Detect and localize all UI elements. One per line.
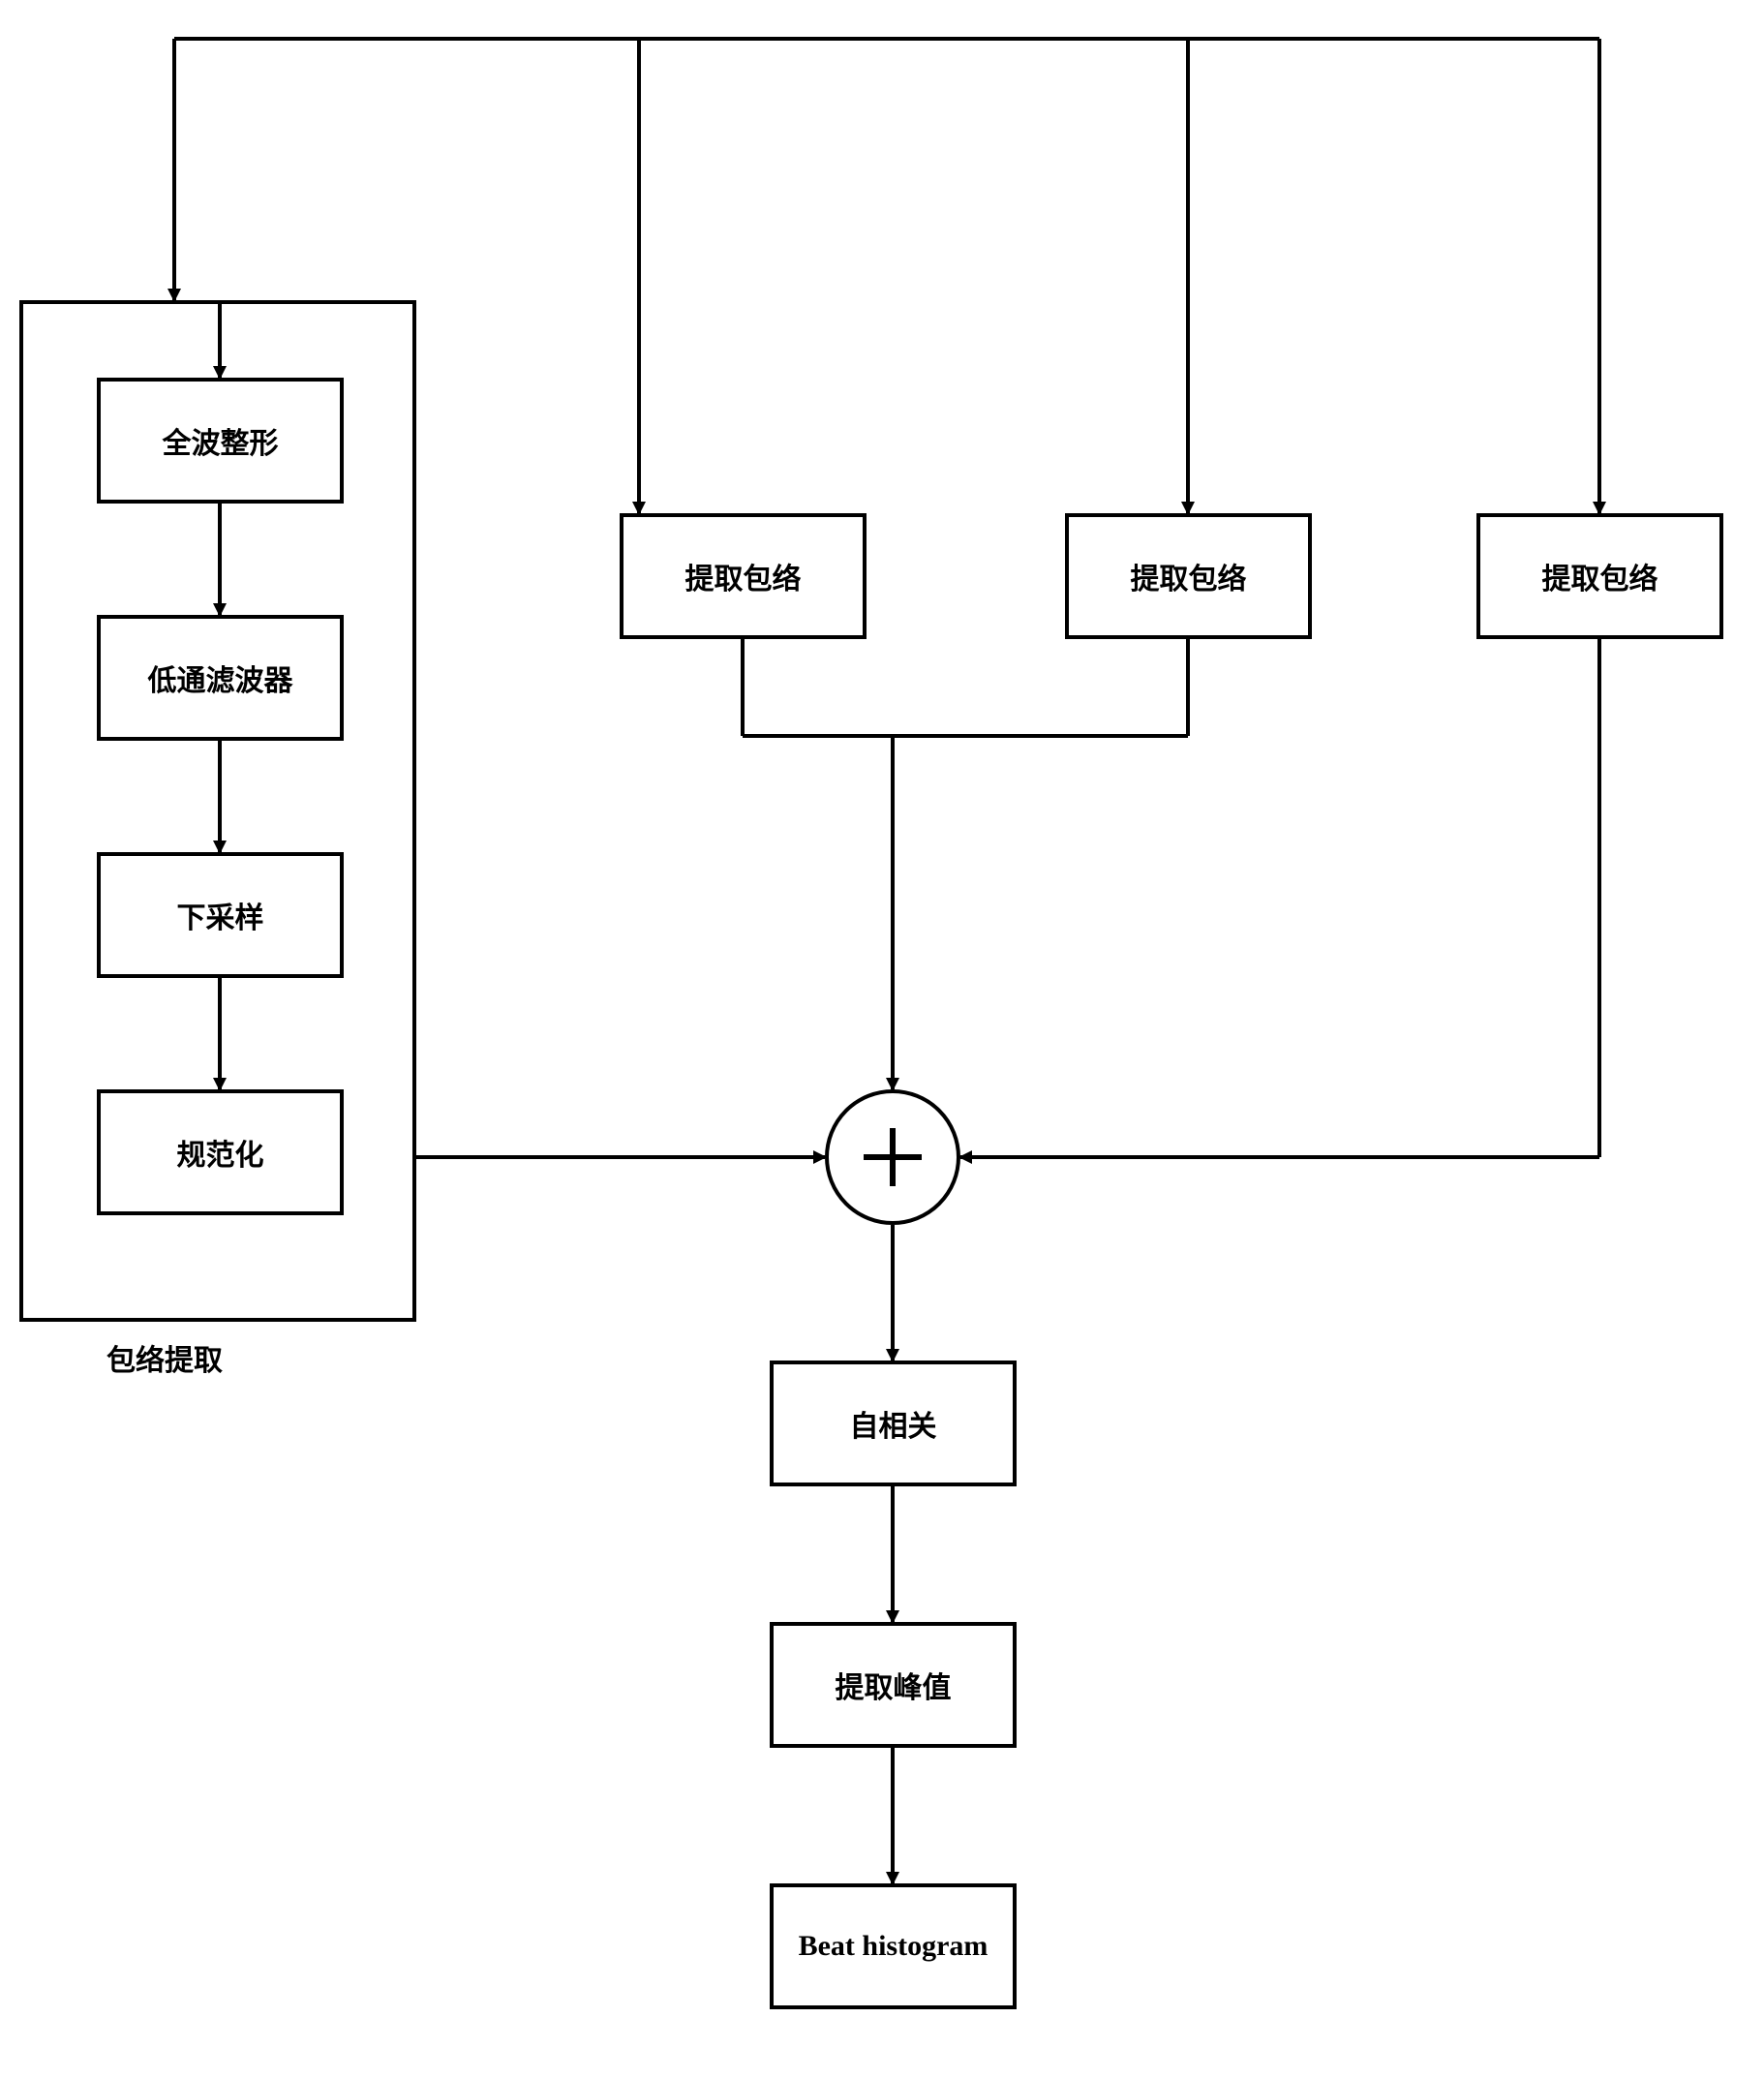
container-label: 包络提取 — [106, 1336, 223, 1379]
node-envelope-2: 提取包络 — [620, 513, 867, 639]
node-envelope-4: 提取包络 — [1476, 513, 1723, 639]
node-label: 提取峰值 — [836, 1664, 952, 1706]
node-downsample: 下采样 — [97, 852, 344, 978]
node-label: 提取包络 — [685, 555, 802, 597]
node-label: 提取包络 — [1542, 555, 1658, 597]
node-lowpass: 低通滤波器 — [97, 615, 344, 741]
plus-icon — [890, 1128, 896, 1186]
node-label: Beat histogram — [799, 1930, 988, 1963]
node-sum — [825, 1089, 960, 1225]
flowchart-canvas: 全波整形 低通滤波器 下采样 规范化 包络提取 提取包络 提取包络 提取包络 自… — [0, 0, 1764, 2079]
node-normalize: 规范化 — [97, 1089, 344, 1215]
node-label: 全波整形 — [163, 419, 279, 462]
node-envelope-3: 提取包络 — [1065, 513, 1312, 639]
node-peak: 提取峰值 — [770, 1622, 1017, 1748]
node-label: 规范化 — [177, 1131, 264, 1174]
node-beat-histogram: Beat histogram — [770, 1883, 1017, 2009]
node-label: 自相关 — [850, 1402, 937, 1445]
node-fullwave: 全波整形 — [97, 378, 344, 504]
node-label: 提取包络 — [1131, 555, 1247, 597]
node-autocorrelation: 自相关 — [770, 1361, 1017, 1486]
node-label: 下采样 — [177, 894, 264, 936]
node-label: 低通滤波器 — [148, 657, 293, 699]
